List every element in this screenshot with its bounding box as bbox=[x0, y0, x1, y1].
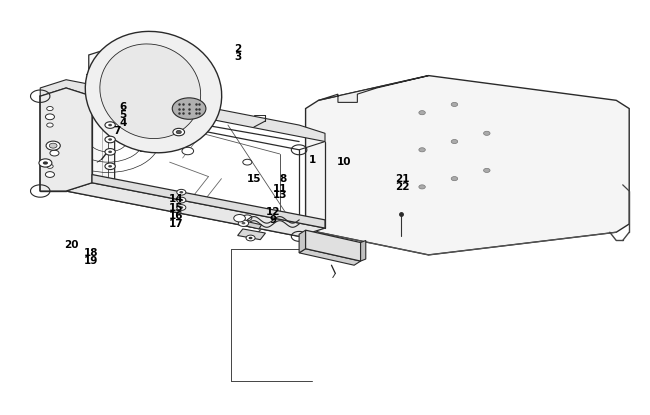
Text: 14: 14 bbox=[169, 194, 183, 204]
Text: 8: 8 bbox=[280, 173, 287, 184]
Text: 12: 12 bbox=[266, 207, 280, 217]
Circle shape bbox=[46, 114, 55, 120]
Circle shape bbox=[49, 143, 57, 148]
Circle shape bbox=[47, 123, 53, 127]
Circle shape bbox=[177, 205, 186, 210]
Circle shape bbox=[50, 150, 59, 156]
Text: 4: 4 bbox=[120, 118, 127, 128]
Polygon shape bbox=[299, 249, 361, 265]
Circle shape bbox=[105, 149, 115, 155]
Polygon shape bbox=[140, 148, 167, 151]
Circle shape bbox=[249, 237, 252, 239]
Circle shape bbox=[177, 197, 186, 203]
Circle shape bbox=[108, 165, 112, 168]
Circle shape bbox=[451, 103, 458, 107]
Text: 15: 15 bbox=[246, 173, 261, 184]
Circle shape bbox=[179, 206, 183, 209]
Text: 3: 3 bbox=[234, 52, 241, 62]
Circle shape bbox=[243, 215, 252, 221]
Polygon shape bbox=[92, 175, 325, 228]
Circle shape bbox=[484, 131, 490, 135]
Circle shape bbox=[239, 220, 249, 227]
Polygon shape bbox=[40, 80, 325, 142]
Circle shape bbox=[177, 189, 186, 195]
Circle shape bbox=[108, 151, 112, 153]
Text: 2: 2 bbox=[234, 44, 241, 54]
Text: 6: 6 bbox=[120, 102, 127, 112]
Ellipse shape bbox=[100, 44, 201, 139]
Circle shape bbox=[172, 98, 206, 119]
Ellipse shape bbox=[85, 32, 222, 153]
Circle shape bbox=[105, 136, 115, 143]
Text: 13: 13 bbox=[272, 190, 287, 200]
Circle shape bbox=[47, 107, 53, 111]
Text: 9: 9 bbox=[270, 215, 277, 225]
Circle shape bbox=[246, 235, 255, 241]
Circle shape bbox=[43, 161, 48, 165]
Polygon shape bbox=[40, 88, 92, 191]
Circle shape bbox=[234, 215, 246, 222]
Text: 16: 16 bbox=[169, 211, 183, 221]
Polygon shape bbox=[361, 240, 366, 261]
Circle shape bbox=[39, 159, 52, 167]
Text: 17: 17 bbox=[169, 219, 183, 229]
Text: 22: 22 bbox=[395, 182, 410, 192]
Circle shape bbox=[46, 172, 55, 177]
Circle shape bbox=[419, 148, 425, 152]
Polygon shape bbox=[318, 76, 428, 103]
Polygon shape bbox=[246, 222, 261, 229]
Circle shape bbox=[105, 122, 115, 128]
Polygon shape bbox=[306, 76, 629, 255]
Circle shape bbox=[105, 163, 115, 170]
Circle shape bbox=[484, 168, 490, 173]
Circle shape bbox=[108, 138, 112, 141]
Text: 10: 10 bbox=[337, 157, 352, 167]
Circle shape bbox=[451, 177, 458, 181]
Text: 21: 21 bbox=[395, 173, 410, 184]
Circle shape bbox=[419, 185, 425, 189]
Text: 15: 15 bbox=[169, 203, 183, 212]
Polygon shape bbox=[306, 230, 361, 261]
Polygon shape bbox=[66, 183, 325, 237]
Circle shape bbox=[182, 147, 194, 155]
Text: 1: 1 bbox=[309, 155, 316, 165]
Circle shape bbox=[242, 222, 246, 225]
Polygon shape bbox=[89, 51, 114, 189]
Polygon shape bbox=[299, 230, 305, 253]
Text: 5: 5 bbox=[120, 110, 127, 120]
Circle shape bbox=[176, 130, 181, 134]
Circle shape bbox=[108, 124, 112, 126]
Circle shape bbox=[243, 159, 252, 165]
Circle shape bbox=[173, 128, 185, 136]
Circle shape bbox=[47, 164, 53, 168]
Polygon shape bbox=[148, 137, 157, 150]
Circle shape bbox=[451, 139, 458, 144]
Circle shape bbox=[419, 111, 425, 115]
Circle shape bbox=[46, 141, 60, 150]
Circle shape bbox=[47, 144, 53, 148]
Text: 11: 11 bbox=[272, 184, 287, 194]
Text: 19: 19 bbox=[83, 256, 98, 266]
Circle shape bbox=[179, 199, 183, 201]
Circle shape bbox=[179, 191, 183, 193]
Polygon shape bbox=[174, 137, 183, 148]
Text: 20: 20 bbox=[64, 239, 79, 249]
Polygon shape bbox=[238, 229, 265, 239]
Text: 18: 18 bbox=[83, 248, 98, 258]
Text: 7: 7 bbox=[113, 126, 120, 136]
